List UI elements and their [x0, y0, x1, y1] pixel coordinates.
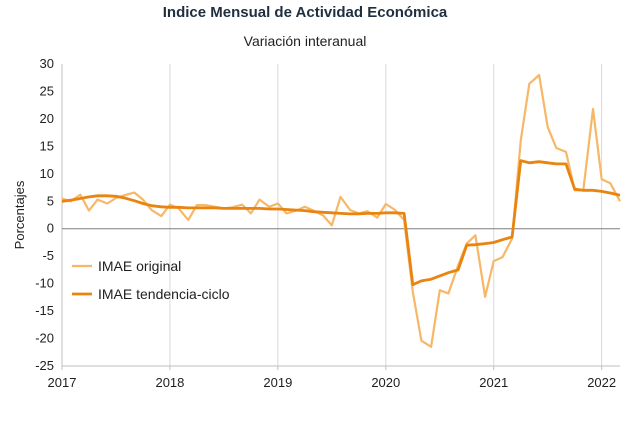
x-tick-label: 2020: [371, 375, 400, 390]
x-tick-label: 2022: [587, 375, 616, 390]
y-tick-label: 5: [47, 193, 54, 208]
series-line-imae-tendencia-ciclo: [61, 159, 621, 287]
y-tick-label: 15: [40, 138, 54, 153]
legend: IMAE original IMAE tendencia-ciclo: [72, 258, 230, 302]
x-tick-label: 2021: [479, 375, 508, 390]
y-tick-label: 20: [40, 111, 54, 126]
legend-label: IMAE tendencia-ciclo: [98, 286, 230, 302]
series-line-imae-original: [61, 73, 621, 348]
legend-label: IMAE original: [98, 258, 181, 274]
chart-title: Indice Mensual de Actividad Económica: [162, 4, 448, 21]
y-tick-label: -5: [42, 248, 54, 263]
y-tick-label: 30: [40, 56, 54, 71]
chart-subtitle: Variación interanual: [243, 33, 367, 49]
y-axis-label: Porcentajes: [12, 180, 27, 249]
y-tick-label: -20: [35, 331, 54, 346]
series-layer: [61, 73, 621, 348]
x-tick-label: 2018: [155, 375, 184, 390]
axis-layer: 30 25 20 15 10 5 0 -5 -10 -15 -20 -25 2017 2018 2019 20…: [35, 56, 620, 390]
y-tick-label: -10: [35, 276, 54, 291]
y-tick-label: 10: [40, 166, 54, 181]
grid-layer: [169, 64, 603, 366]
x-tick-label: 2017: [48, 375, 77, 390]
y-tick-label: 0: [47, 221, 54, 236]
x-tick-label: 2019: [263, 375, 292, 390]
y-tick-label: -25: [35, 358, 54, 373]
y-tick-label: 25: [40, 83, 54, 98]
y-tick-label: -15: [35, 303, 54, 318]
